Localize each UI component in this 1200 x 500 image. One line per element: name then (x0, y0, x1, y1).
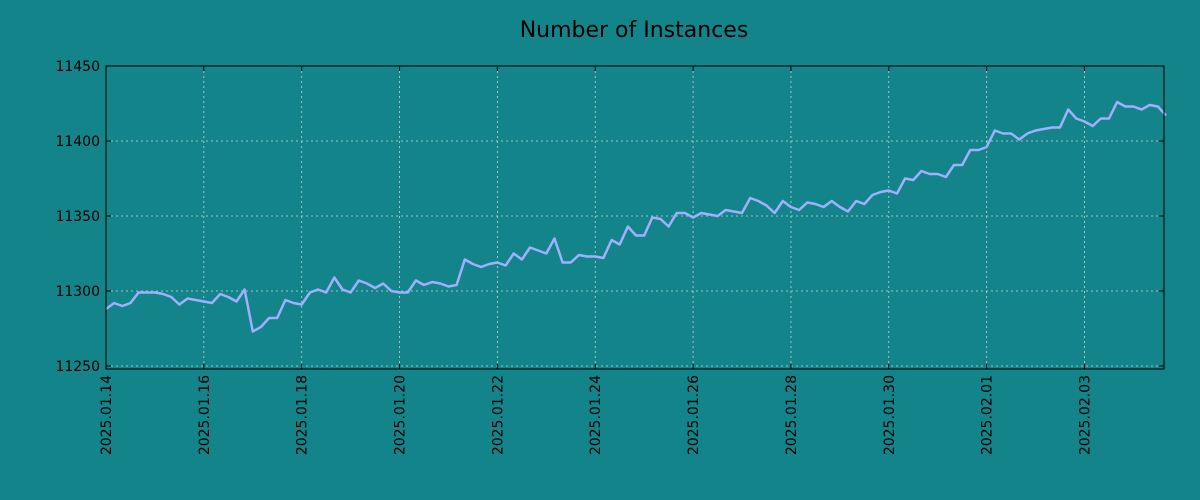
y-tick-label: 11300 (55, 284, 100, 300)
x-tick-label: 2025.01.18 (295, 375, 311, 455)
x-tick-label: 2025.02.03 (1077, 375, 1093, 455)
plot-area (105, 65, 1165, 370)
y-tick-label: 11450 (55, 59, 100, 75)
x-tick-label: 2025.01.14 (99, 375, 115, 455)
axes: 11250 11300 11350 11400 11450 2025.01.14 2025.… (55, 59, 1164, 455)
series-layer (105, 100, 1167, 333)
x-tick-label: 2025.01.20 (393, 375, 409, 455)
y-tick-label: 11250 (55, 359, 100, 375)
x-tick-label: 2025.01.26 (686, 375, 702, 455)
x-tick-label: 2025.02.01 (980, 375, 996, 455)
y-tick-label: 11350 (55, 209, 100, 225)
x-tick-label: 2025.01.22 (490, 375, 506, 455)
x-tick-label: 2025.01.28 (784, 375, 800, 455)
series-line (105, 100, 1167, 333)
x-tick-label: 2025.01.30 (882, 375, 898, 455)
x-tick-label: 2025.01.24 (588, 375, 604, 455)
chart-title: Number of Instances (520, 18, 749, 43)
x-tick-label: 2025.01.16 (197, 375, 213, 455)
y-tick-label: 11400 (55, 134, 100, 150)
